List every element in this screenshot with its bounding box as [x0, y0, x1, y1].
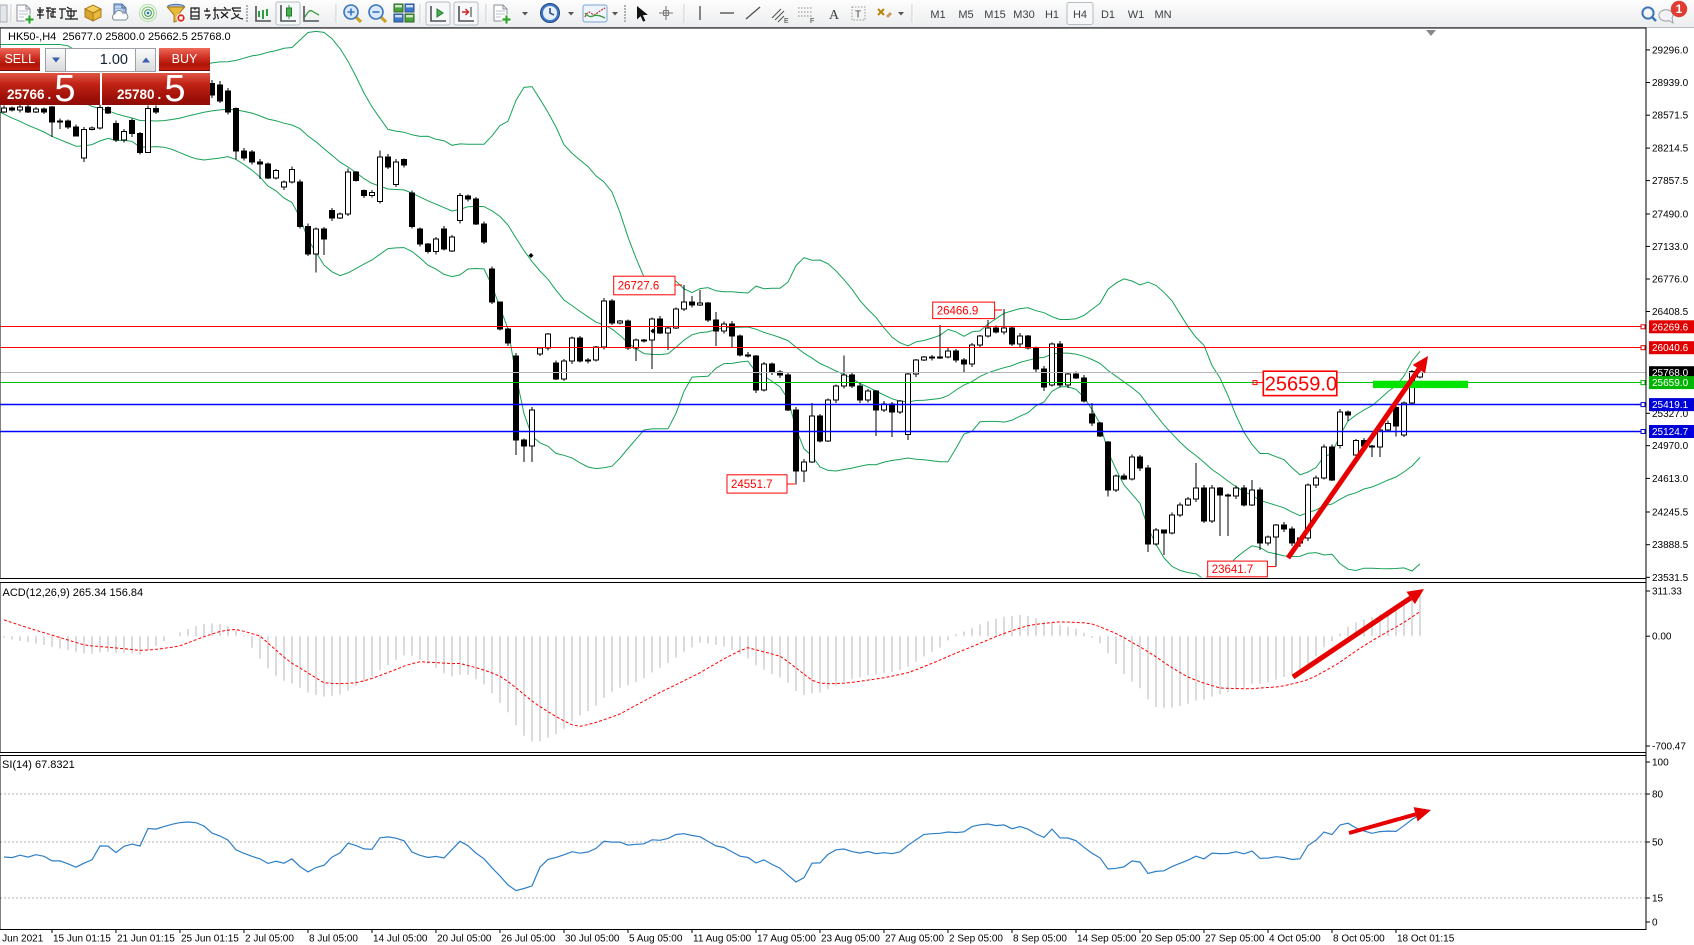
svg-text:4 Oct 05:00: 4 Oct 05:00 — [1269, 934, 1321, 945]
svg-text:27 Sep 05:00: 27 Sep 05:00 — [1205, 934, 1265, 945]
svg-text:2 Jul 05:00: 2 Jul 05:00 — [245, 934, 294, 945]
svg-text:24613.0: 24613.0 — [1652, 474, 1689, 485]
svg-text:24245.5: 24245.5 — [1652, 508, 1689, 519]
svg-text:311.33: 311.33 — [1652, 587, 1682, 598]
svg-text:25419.1: 25419.1 — [1652, 400, 1689, 411]
svg-text:8 Oct 05:00: 8 Oct 05:00 — [1333, 934, 1385, 945]
svg-text:8 Jul 05:00: 8 Jul 05:00 — [309, 934, 358, 945]
svg-text:25 Jun 01:15: 25 Jun 01:15 — [181, 934, 239, 945]
svg-text:ACD(12,26,9) 265.34 156.84: ACD(12,26,9) 265.34 156.84 — [3, 587, 144, 599]
svg-text:27133.0: 27133.0 — [1652, 242, 1689, 253]
svg-text:D1: D1 — [1101, 9, 1115, 21]
svg-text:28214.5: 28214.5 — [1652, 144, 1689, 155]
svg-text:H1: H1 — [1045, 9, 1059, 21]
svg-text:M15: M15 — [984, 9, 1005, 21]
svg-text:14 Jul 05:00: 14 Jul 05:00 — [373, 934, 428, 945]
svg-text:M30: M30 — [1013, 9, 1034, 21]
svg-text:25659.0: 25659.0 — [1265, 374, 1337, 396]
svg-text:0.00: 0.00 — [1652, 632, 1672, 643]
svg-text:25124.7: 25124.7 — [1652, 427, 1689, 438]
svg-text:20 Jul 05:00: 20 Jul 05:00 — [437, 934, 492, 945]
svg-text:26466.9: 26466.9 — [937, 306, 979, 318]
svg-text:8 Sep 05:00: 8 Sep 05:00 — [1013, 934, 1067, 945]
svg-text:11 Aug 05:00: 11 Aug 05:00 — [693, 934, 752, 945]
svg-text:A: A — [829, 8, 840, 23]
svg-text:0: 0 — [1652, 918, 1658, 929]
svg-text:11 Jun 2021: 11 Jun 2021 — [0, 934, 44, 945]
svg-text:MN: MN — [1154, 9, 1171, 21]
svg-text:H4: H4 — [1073, 9, 1087, 21]
svg-text:HK50-,H4 25677.0 25800.0 2566: HK50-,H4 25677.0 25800.0 25662.5 25768.0 — [8, 31, 231, 43]
svg-text:23 Aug 05:00: 23 Aug 05:00 — [821, 934, 880, 945]
svg-text:T: T — [855, 10, 861, 21]
svg-text:27490.0: 27490.0 — [1652, 210, 1689, 221]
svg-text:15 Jun 01:15: 15 Jun 01:15 — [53, 934, 111, 945]
svg-text:-700.47: -700.47 — [1652, 742, 1686, 753]
svg-text:30 Jul 05:00: 30 Jul 05:00 — [565, 934, 620, 945]
svg-text:SI(14) 67.8321: SI(14) 67.8321 — [2, 759, 75, 771]
svg-text:17 Aug 05:00: 17 Aug 05:00 — [757, 934, 816, 945]
svg-text:W1: W1 — [1128, 9, 1145, 21]
svg-text:26 Jul 05:00: 26 Jul 05:00 — [501, 934, 556, 945]
svg-text:24970.0: 24970.0 — [1652, 441, 1689, 452]
svg-text:2 Sep 05:00: 2 Sep 05:00 — [949, 934, 1003, 945]
svg-text:21 Jun 01:15: 21 Jun 01:15 — [117, 934, 175, 945]
svg-text:100: 100 — [1652, 758, 1669, 769]
svg-text:1: 1 — [1676, 2, 1683, 16]
svg-text:M5: M5 — [958, 9, 973, 21]
svg-text:F: F — [810, 18, 814, 25]
svg-text:25768.0: 25768.0 — [1652, 368, 1689, 379]
svg-text:24551.7: 24551.7 — [731, 479, 773, 491]
svg-text:18 Oct 01:15: 18 Oct 01:15 — [1397, 934, 1455, 945]
svg-text:27857.5: 27857.5 — [1652, 176, 1689, 187]
svg-text:26040.6: 26040.6 — [1652, 343, 1689, 354]
svg-text:23641.7: 23641.7 — [1212, 564, 1254, 576]
svg-text:15: 15 — [1652, 894, 1664, 905]
svg-text:26269.6: 26269.6 — [1652, 322, 1689, 333]
svg-text:26776.0: 26776.0 — [1652, 275, 1689, 286]
svg-text:28939.0: 28939.0 — [1652, 78, 1689, 89]
svg-text:80: 80 — [1652, 790, 1664, 801]
svg-text:26408.5: 26408.5 — [1652, 307, 1689, 318]
svg-text:23531.5: 23531.5 — [1652, 573, 1689, 584]
svg-text:5 Aug 05:00: 5 Aug 05:00 — [629, 934, 683, 945]
svg-text:25659.0: 25659.0 — [1652, 378, 1689, 389]
svg-text:M1: M1 — [930, 9, 945, 21]
svg-text:29296.0: 29296.0 — [1652, 45, 1689, 56]
svg-text:50: 50 — [1652, 838, 1664, 849]
svg-text:26727.6: 26727.6 — [618, 281, 660, 293]
svg-text:20 Sep 05:00: 20 Sep 05:00 — [1141, 934, 1201, 945]
svg-text:25327.0: 25327.0 — [1652, 409, 1689, 420]
svg-text:14 Sep 05:00: 14 Sep 05:00 — [1077, 934, 1137, 945]
svg-text:27 Aug 05:00: 27 Aug 05:00 — [885, 934, 944, 945]
svg-text:E: E — [784, 18, 789, 25]
svg-text:23888.5: 23888.5 — [1652, 540, 1689, 551]
svg-text:28571.5: 28571.5 — [1652, 111, 1689, 122]
